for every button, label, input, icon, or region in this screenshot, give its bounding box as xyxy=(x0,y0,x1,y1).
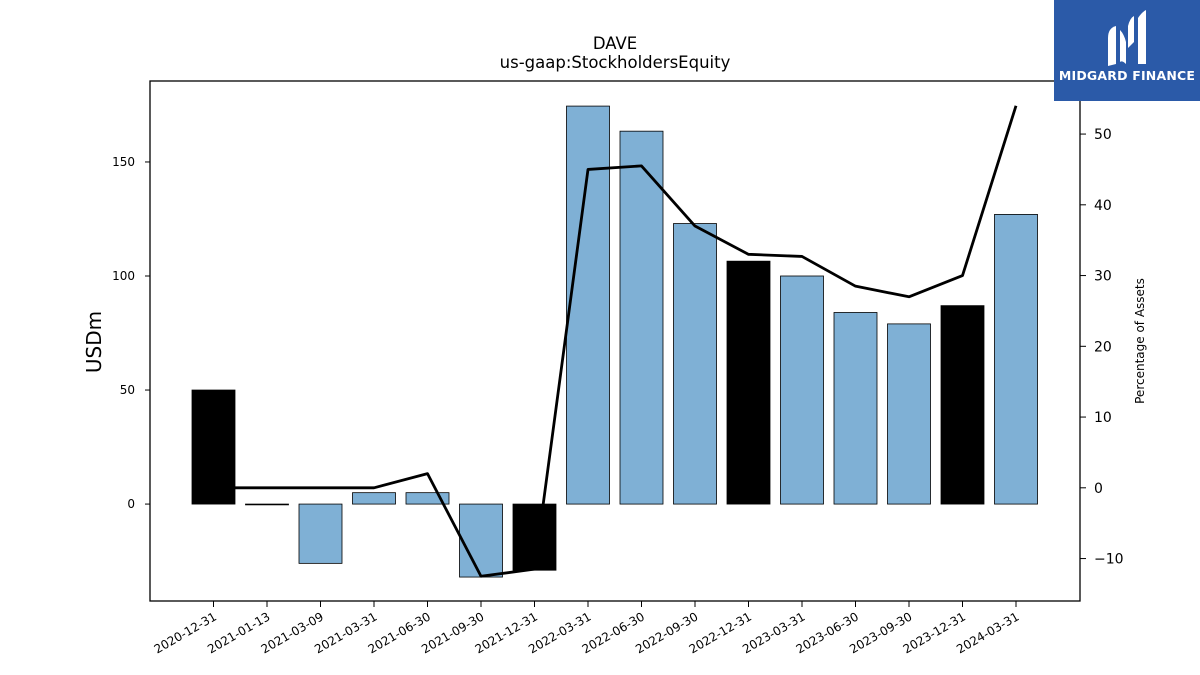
bar-2023-06-30 xyxy=(834,312,877,504)
y2-tick-label: 0 xyxy=(1094,481,1103,497)
bar-2023-12-31 xyxy=(941,306,984,504)
bar-2022-06-30 xyxy=(620,131,663,504)
x-axis-ticks: 2020-12-312021-01-132021-03-092021-03-31… xyxy=(152,601,1022,656)
brand-logo: MIDGARD FINANCE xyxy=(1054,0,1200,101)
bar-2022-12-31 xyxy=(727,261,770,504)
bar-2023-09-30 xyxy=(888,324,931,504)
bar-2021-03-31 xyxy=(353,493,396,504)
y2-axis-ticks: −10 0 10 20 30 40 50 xyxy=(1080,127,1124,567)
y2-tick-label: 20 xyxy=(1094,339,1112,355)
y-tick-label: 50 xyxy=(120,383,135,397)
bar-2024-03-31 xyxy=(995,214,1038,504)
y-axis-label: USDm xyxy=(82,311,106,373)
y2-tick-label: 40 xyxy=(1094,198,1112,214)
midgard-logo-mark xyxy=(1104,8,1152,68)
y2-axis-label: Percentage of Assets xyxy=(1133,278,1147,404)
brand-name: MIDGARD FINANCE xyxy=(1054,68,1200,83)
plot-frame xyxy=(150,81,1080,601)
y-tick-label: 100 xyxy=(112,269,135,283)
y2-tick-label: 30 xyxy=(1094,269,1112,285)
y2-tick-label: 50 xyxy=(1094,127,1112,143)
bar-2023-03-31 xyxy=(781,276,824,504)
chart-subtitle: us-gaap:StockholdersEquity xyxy=(500,53,731,72)
chart-title: DAVE xyxy=(593,34,637,53)
bar-2021-09-30 xyxy=(460,504,503,577)
y2-tick-label: −10 xyxy=(1094,552,1124,568)
y-tick-label: 150 xyxy=(112,155,135,169)
y2-tick-label: 10 xyxy=(1094,410,1112,426)
bar-series xyxy=(192,106,1038,577)
bar-2021-01-13 xyxy=(246,504,289,505)
bar-2022-03-31 xyxy=(567,106,610,504)
bar-2022-09-30 xyxy=(674,224,717,505)
y-axis-ticks: 0 50 100 150 xyxy=(112,155,150,511)
y-tick-label: 0 xyxy=(127,497,135,511)
bar-2021-03-09 xyxy=(299,504,342,563)
chart: DAVE us-gaap:StockholdersEquity USDm Per… xyxy=(0,0,1200,675)
